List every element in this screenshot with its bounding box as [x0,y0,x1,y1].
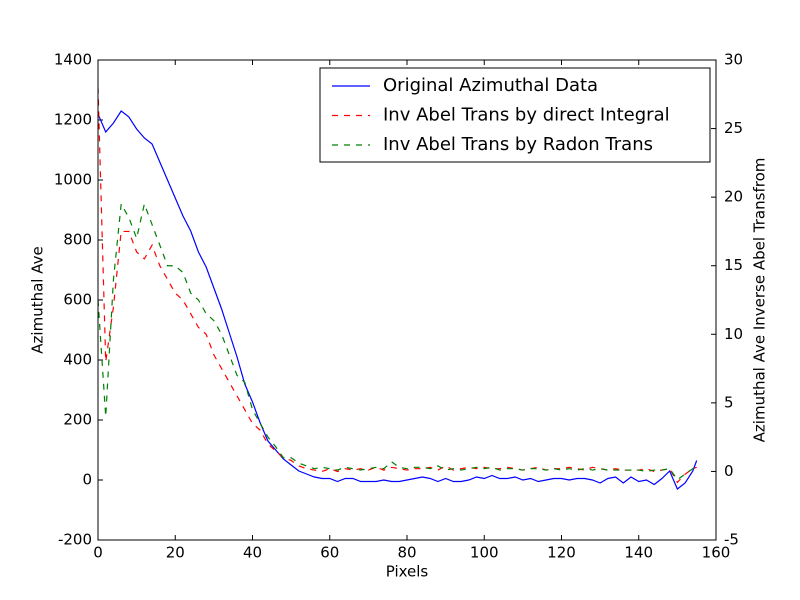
y-tick-label: 800 [63,231,92,249]
y2-tick-label: -5 [724,531,739,549]
legend-label: Inv Abel Trans by Radon Trans [383,134,653,155]
data-line [98,110,698,490]
y2-tick-label: 5 [724,393,734,411]
y2-tick-label: 0 [724,462,734,480]
y2-axis-label: Azimuthal Ave Inverse Abel Transfrom [751,158,769,443]
plot-frame [97,59,717,541]
x-tick-label: 160 [702,544,731,562]
legend-label: Original Azimuthal Data [383,75,598,96]
data-line [98,87,697,484]
x-tick-label: 60 [320,544,339,562]
x-axis-label: Pixels [386,563,429,581]
y-tick-label: 1200 [54,111,92,129]
y-tick-label: 0 [82,471,92,489]
y2-tick-label: 25 [724,119,743,137]
y-tick-label: 400 [63,351,92,369]
x-tick-label: 80 [397,544,416,562]
y-tick-label: 1400 [54,51,92,69]
x-tick-label: 40 [243,544,262,562]
x-tick-label: 100 [470,544,499,562]
y2-tick-label: 30 [724,51,743,69]
x-tick-label: 0 [93,544,103,562]
y2-tick-label: 10 [724,325,743,343]
x-tick-label: 140 [624,544,653,562]
y2-tick-label: 20 [724,188,743,206]
data-line [98,201,697,481]
y-axis-label: Azimuthal Ave [29,246,47,353]
legend-box [319,67,711,163]
x-tick-label: 120 [547,544,576,562]
legend-label: Inv Abel Trans by direct Integral [383,105,670,126]
y-tick-label: 1000 [54,171,92,189]
y-tick-label: -200 [58,531,92,549]
y-tick-label: 200 [63,411,92,429]
y-tick-label: 600 [63,291,92,309]
y2-tick-label: 15 [724,256,743,274]
x-tick-label: 20 [166,544,185,562]
